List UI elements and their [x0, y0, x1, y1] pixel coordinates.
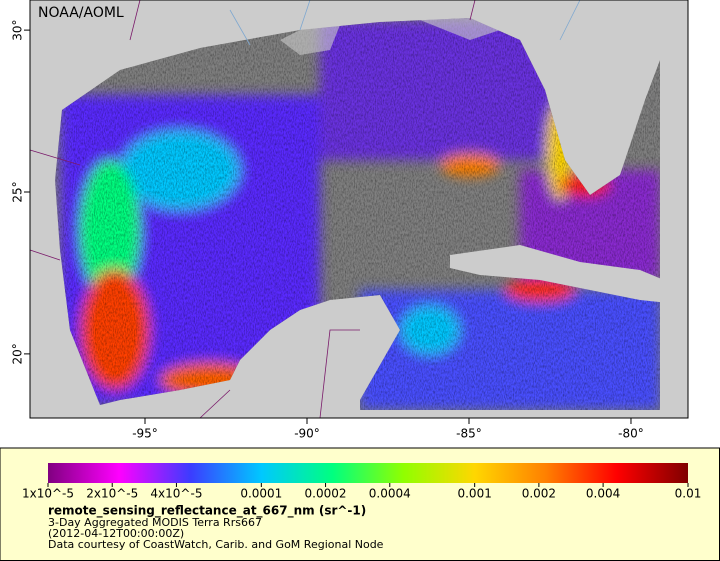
- caption-line: (2012-04-12T00:00:00Z): [48, 527, 184, 540]
- y-tick-label: 30°: [11, 19, 25, 40]
- colorbar: [48, 463, 688, 483]
- colorbar-label: 0.001: [457, 487, 491, 501]
- x-tick-label: -95°: [132, 427, 158, 441]
- caption-line: Data courtesy of CoastWatch, Carib. and …: [48, 538, 384, 551]
- x-tick-label: -80°: [618, 427, 644, 441]
- colorbar-label: 2x10^-5: [86, 487, 138, 501]
- coast: [280, 18, 500, 55]
- map-label: NOAA/AOML: [38, 5, 124, 21]
- colorbar-label: 0.0001: [240, 487, 282, 501]
- caption-title: remote_sensing_reflectance_at_667_nm (sr…: [48, 504, 366, 519]
- colorbar-label: 0.002: [522, 487, 556, 501]
- colorbar-label: 0.0004: [369, 487, 411, 501]
- colorbar-label: 4x10^-5: [150, 487, 202, 501]
- colorbar-label: 0.01: [675, 487, 702, 501]
- y-tick-label: 25°: [11, 181, 25, 202]
- colorbar-label: 0.0002: [305, 487, 347, 501]
- colorbar-label: 1x10^-5: [22, 487, 74, 501]
- y-tick-label: 20°: [11, 343, 25, 364]
- x-tick-label: -85°: [456, 427, 482, 441]
- cuba: [450, 245, 688, 305]
- caption-line: 3-Day Aggregated MODIS Terra Rrs667: [48, 516, 262, 529]
- borders: [29, 0, 476, 419]
- map: NOAA/AOML: [29, 0, 689, 419]
- rivers: [229, 0, 581, 46]
- x-tick-label: -90°: [294, 427, 320, 441]
- colorbar-label: 0.004: [586, 487, 620, 501]
- map-frame: [29, 0, 689, 419]
